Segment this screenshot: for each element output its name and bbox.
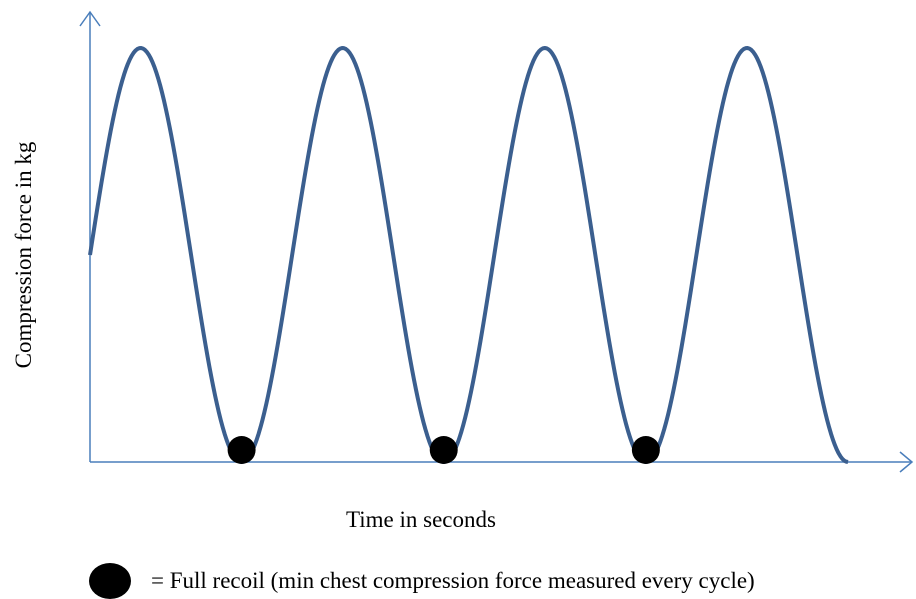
x-axis <box>90 451 914 473</box>
legend-marker-icon <box>89 563 131 599</box>
recoil-marker <box>227 436 256 464</box>
compression-force-curve <box>88 46 849 464</box>
legend: = Full recoil (min chest compression for… <box>89 563 755 599</box>
recoil-marker <box>631 436 660 464</box>
legend-text: = Full recoil (min chest compression for… <box>151 568 755 593</box>
recoil-marker <box>429 436 458 464</box>
y-axis-label: Compression force in kg <box>11 141 36 368</box>
y-axis <box>79 10 101 462</box>
x-axis-label: Time in seconds <box>346 507 496 532</box>
recoil-markers <box>227 436 660 464</box>
